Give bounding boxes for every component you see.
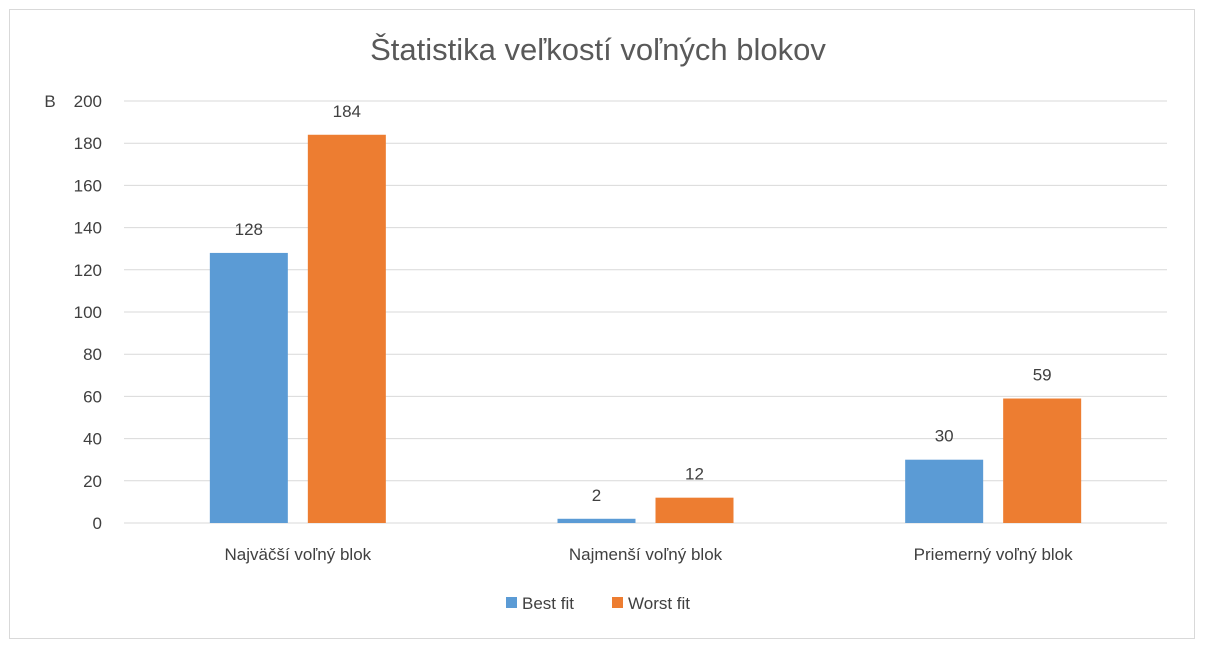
y-tick-label: 140: [74, 219, 102, 238]
gridlines: [124, 100, 1167, 524]
y-axis-unit-label: B: [44, 92, 55, 111]
bar-worst-fit-1: [655, 497, 734, 523]
bar-best-fit-2: [905, 459, 984, 523]
data-label: 184: [333, 102, 361, 121]
data-label: 12: [685, 465, 704, 484]
legend-swatch-worst-fit: [612, 597, 623, 608]
data-label: 30: [935, 427, 954, 446]
bars: [209, 134, 1082, 524]
legend-swatch-best-fit: [506, 597, 517, 608]
y-tick-label: 0: [93, 514, 102, 533]
y-axis-ticks: 0 20 40 60 80 100 120 140 160 180 200: [74, 92, 102, 533]
bar-worst-fit-2: [1003, 398, 1082, 523]
x-category-label: Najmenší voľný blok: [569, 545, 723, 564]
x-axis-categories: Najväčší voľný blok Najmenší voľný blok Pr…: [224, 545, 1073, 564]
data-labels: 128 184 2 12 30 59: [235, 102, 1052, 505]
data-label: 59: [1033, 366, 1052, 385]
chart-frame: [9, 9, 1195, 639]
legend-label: Worst fit: [628, 594, 690, 613]
y-tick-label: 80: [83, 345, 102, 364]
x-category-label: Najväčší voľný blok: [224, 545, 371, 564]
data-label: 128: [235, 220, 263, 239]
legend: Best fit Worst fit: [506, 594, 690, 613]
chart-title: Štatistika veľkostí voľných blokov: [370, 32, 826, 67]
y-tick-label: 160: [74, 176, 102, 195]
bar-best-fit-0: [209, 252, 288, 524]
x-category-label: Priemerný voľný blok: [914, 545, 1073, 564]
bar-best-fit-1: [557, 518, 636, 523]
y-tick-label: 120: [74, 261, 102, 280]
y-tick-label: 180: [74, 134, 102, 153]
bar-worst-fit-0: [307, 134, 386, 523]
y-tick-label: 40: [83, 430, 102, 449]
data-label: 2: [592, 486, 601, 505]
y-tick-label: 20: [83, 472, 102, 491]
y-tick-label: 100: [74, 303, 102, 322]
y-tick-label: 60: [83, 387, 102, 406]
y-tick-label: 200: [74, 92, 102, 111]
legend-label: Best fit: [522, 594, 574, 613]
